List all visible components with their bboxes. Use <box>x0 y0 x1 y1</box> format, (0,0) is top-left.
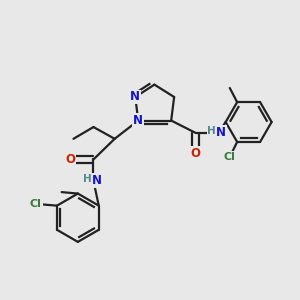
Text: N: N <box>133 114 143 127</box>
Text: N: N <box>92 174 102 188</box>
Text: Cl: Cl <box>223 152 235 162</box>
Text: O: O <box>190 147 201 160</box>
Text: O: O <box>65 153 76 166</box>
Text: N: N <box>130 91 140 103</box>
Text: Cl: Cl <box>30 199 42 209</box>
Text: H: H <box>82 174 91 184</box>
Text: N: N <box>216 126 226 140</box>
Text: H: H <box>208 126 216 136</box>
